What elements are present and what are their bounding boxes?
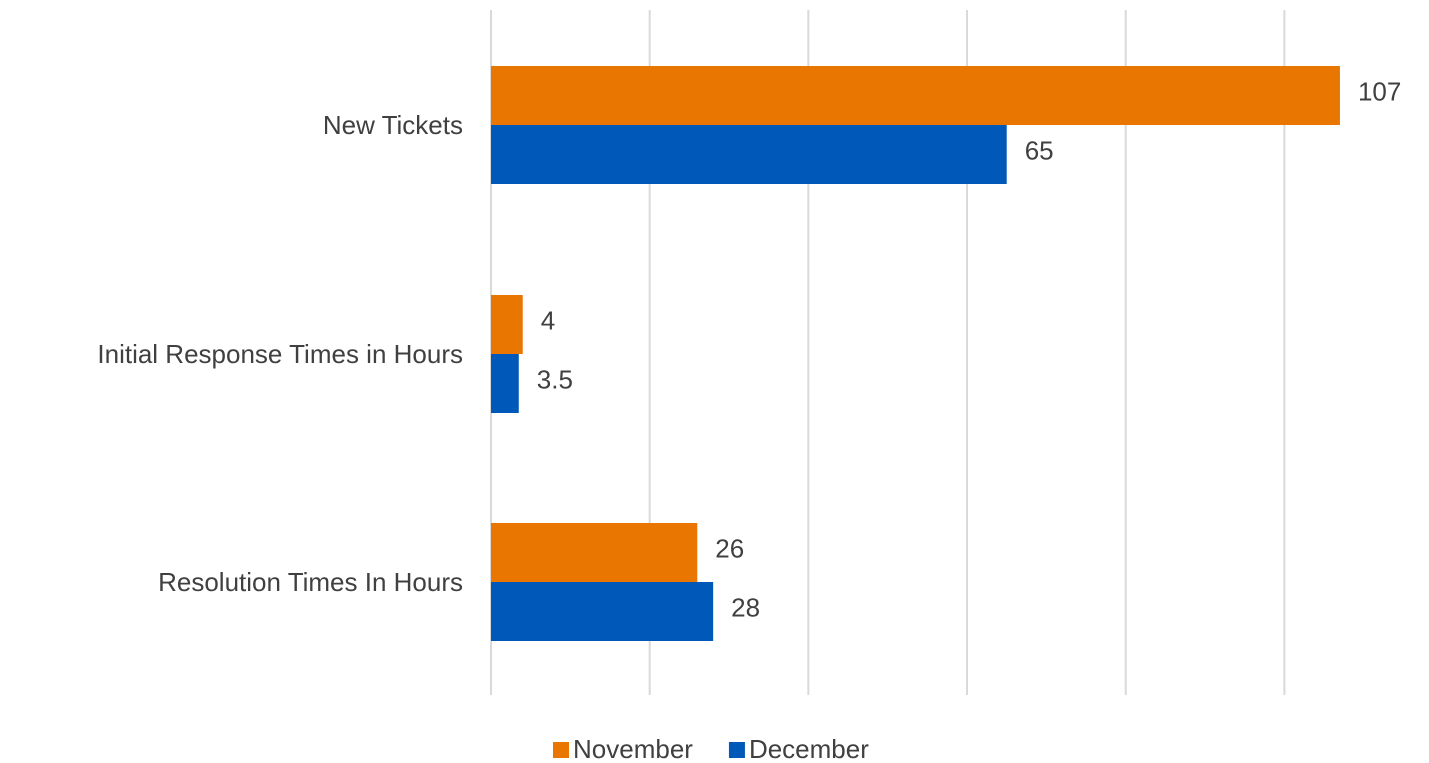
bar <box>491 66 1340 125</box>
data-label: 4 <box>541 305 555 335</box>
y-tick-label: Initial Response Times in Hours <box>97 339 463 369</box>
bar <box>491 354 519 413</box>
legend-swatch <box>553 742 569 758</box>
data-label: 26 <box>715 533 744 563</box>
legend-label: November <box>573 734 693 763</box>
y-tick-label: Resolution Times In Hours <box>158 567 463 597</box>
bar <box>491 582 714 641</box>
legend-label: December <box>749 734 869 763</box>
data-label: 3.5 <box>537 364 573 394</box>
bar <box>491 523 698 582</box>
bar <box>491 295 523 354</box>
data-label: 107 <box>1358 76 1401 106</box>
legend-swatch <box>728 742 745 758</box>
data-label: 28 <box>731 592 760 622</box>
bar <box>491 125 1007 184</box>
data-label: 65 <box>1025 135 1054 165</box>
y-tick-label: New Tickets <box>323 110 463 140</box>
